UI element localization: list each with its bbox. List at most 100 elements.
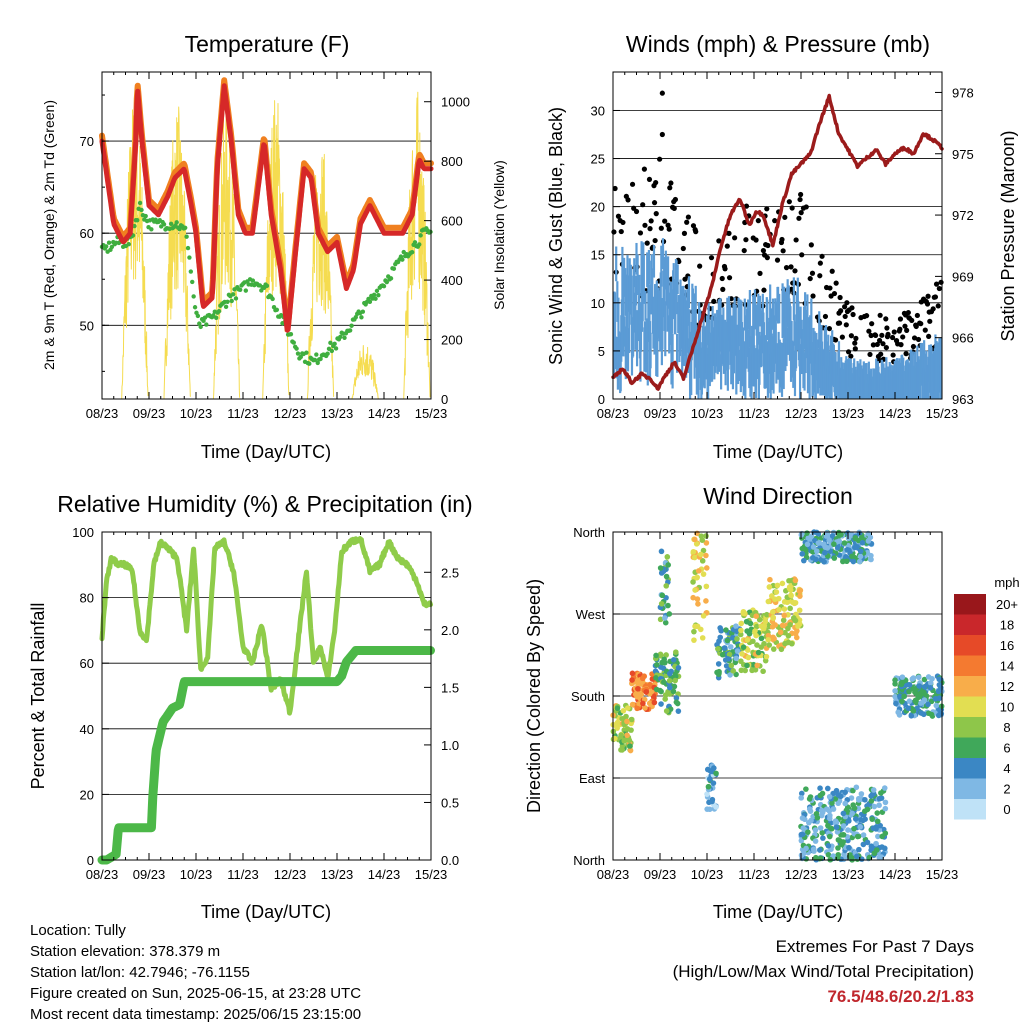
direction-point: [796, 607, 803, 614]
direction-point: [715, 646, 721, 652]
direction-point: [849, 810, 856, 817]
winds-ytick-label: 0: [598, 392, 605, 407]
direction-point: [730, 668, 737, 674]
winds-title: Winds (mph) & Pressure (mb): [626, 31, 930, 57]
direction-point: [899, 698, 905, 705]
direction-point: [760, 668, 766, 675]
direction-point: [859, 539, 866, 546]
direction-point: [845, 827, 851, 833]
direction-point: [870, 787, 877, 793]
direction-point: [879, 844, 885, 850]
direction-point: [662, 615, 668, 621]
dewpoint-point: [381, 283, 387, 289]
direction-point: [933, 702, 940, 709]
gust-point: [646, 176, 653, 183]
direction-point: [691, 554, 698, 561]
gust-point: [864, 313, 870, 319]
direction-point: [694, 596, 701, 602]
gust-point: [789, 205, 795, 211]
pressure-line: [611, 93, 944, 391]
temperature-xtick-label: 12/23: [274, 406, 307, 421]
direction-point: [666, 677, 673, 684]
gust-point: [842, 313, 848, 320]
gust-point: [869, 321, 875, 327]
winds-xlabel: Time (Day/UTC): [713, 442, 843, 462]
direction-point: [787, 622, 793, 628]
direction-xtick-label: 08/23: [597, 867, 630, 882]
direction-point: [744, 637, 751, 643]
direction-point: [770, 646, 777, 652]
speed-color-legend: mph 20+ 18 16 14 12 10 8 6 4 2 0: [954, 575, 1020, 820]
temp-2m-line: [99, 83, 434, 333]
direction-xtick-label: 09/23: [644, 867, 677, 882]
gust-point: [913, 323, 919, 330]
dewpoint-point: [315, 360, 320, 366]
direction-point: [618, 732, 624, 738]
direction-ytick-label: North: [573, 853, 605, 868]
direction-point: [714, 669, 720, 676]
direction-point: [713, 804, 719, 810]
temperature-y2tick-label: 400: [441, 273, 463, 288]
direction-point: [799, 551, 806, 557]
direction-point: [651, 699, 658, 706]
direction-point: [699, 635, 706, 641]
direction-point: [733, 655, 740, 662]
direction-point: [868, 798, 875, 804]
direction-point: [657, 565, 664, 571]
gust-point: [883, 344, 889, 351]
humidity-ytick-label: 80: [80, 591, 94, 606]
dewpoint-point: [204, 322, 209, 327]
direction-point: [700, 547, 707, 554]
gust-point: [837, 294, 843, 301]
direction-point: [693, 541, 700, 547]
direction-point: [705, 783, 712, 790]
gust-point: [668, 180, 674, 186]
direction-point: [860, 832, 867, 838]
direction-point: [899, 674, 906, 680]
dewpoint-point: [412, 240, 418, 245]
direction-point: [662, 619, 669, 626]
gust-point: [633, 208, 640, 215]
direction-point: [913, 698, 920, 705]
dewpoint-point: [376, 292, 381, 298]
direction-point: [874, 810, 881, 816]
direction-point: [771, 635, 777, 642]
direction-ytick-label: West: [576, 607, 606, 622]
solar-day-trace: [163, 106, 191, 400]
temperature-xlabel: Time (Day/UTC): [201, 442, 331, 462]
direction-point: [864, 839, 871, 846]
direction-point: [817, 792, 824, 799]
gust-point: [653, 211, 659, 217]
direction-point: [881, 785, 888, 791]
direction-point: [908, 713, 915, 719]
temperature-y2tick-label: 0: [441, 392, 448, 407]
gust-point: [924, 301, 931, 307]
direction-point: [628, 716, 635, 723]
direction-point: [663, 583, 670, 589]
direction-point: [624, 732, 630, 739]
gust-point: [817, 273, 823, 279]
direction-point: [670, 657, 677, 663]
direction-point: [798, 790, 805, 797]
gust-point: [780, 248, 786, 254]
gust-point: [657, 156, 663, 162]
direction-point: [843, 554, 849, 560]
gust-point: [842, 304, 848, 310]
gust-point: [760, 247, 767, 254]
direction-point: [906, 682, 913, 688]
dewpoint-point: [391, 266, 397, 271]
winds-ytick-label: 25: [591, 152, 605, 167]
direction-point: [657, 616, 664, 623]
dewpoint-point: [168, 221, 174, 227]
extremes-values: 76.5/48.6/20.2/1.83: [827, 987, 974, 1006]
direction-point: [745, 654, 752, 661]
direction-scatter-points: [610, 529, 945, 863]
direction-point: [841, 540, 848, 546]
direction-point: [798, 831, 805, 838]
direction-point: [842, 800, 848, 807]
dewpoint-point: [216, 309, 222, 314]
direction-point: [754, 662, 761, 669]
direction-point: [865, 538, 872, 544]
gust-point: [852, 346, 858, 352]
